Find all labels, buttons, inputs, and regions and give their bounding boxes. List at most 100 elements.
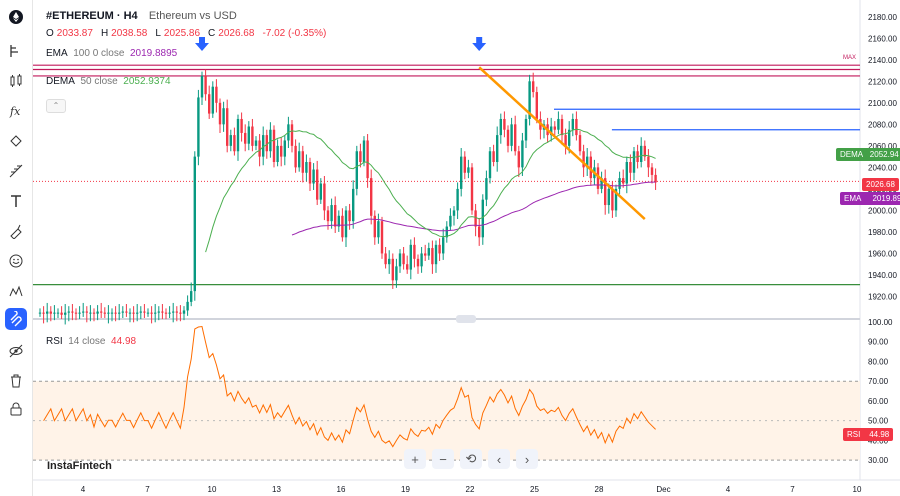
dema-badge-label: DEMA	[840, 150, 864, 159]
rsi-band	[33, 381, 860, 461]
rsi-tick-label: 30.00	[868, 456, 889, 465]
candle-body	[452, 210, 456, 216]
candle-body	[265, 135, 268, 152]
candle-body	[600, 178, 603, 189]
candle-body	[604, 178, 607, 206]
candle-body	[204, 75, 207, 95]
price-tick-label: 2180.00	[868, 13, 897, 22]
text-icon[interactable]	[5, 190, 27, 212]
candle-body	[164, 312, 168, 314]
forecast-icon[interactable]	[5, 280, 27, 302]
candle-body	[442, 237, 445, 254]
candle-body	[326, 210, 330, 222]
candle-body	[611, 188, 614, 211]
candle-body	[136, 312, 139, 314]
candle-body	[348, 210, 351, 222]
dema-price-badge: DEMA 2052.94	[836, 148, 900, 161]
candle-body	[118, 312, 121, 314]
candle-body	[406, 264, 409, 270]
time-tick-label: 13	[272, 485, 281, 494]
candle-body	[521, 140, 524, 168]
rsi-legend[interactable]: RSI 14 close 44.98	[46, 336, 136, 347]
candle-body	[560, 118, 564, 136]
candle-body	[564, 135, 567, 146]
candle-body	[269, 129, 272, 152]
ohlc-change: -7.02 (-0.35%)	[262, 28, 327, 39]
crosshair-icon[interactable]	[5, 40, 27, 62]
candle-body	[168, 312, 171, 314]
candle-body	[334, 205, 337, 227]
candle-body	[510, 124, 513, 146]
emoji-icon[interactable]	[5, 250, 27, 272]
hide-icon[interactable]	[5, 340, 27, 362]
brush-icon[interactable]	[5, 160, 27, 182]
price-tick-label: 1920.00	[868, 292, 897, 301]
pattern-icon[interactable]	[5, 130, 27, 152]
candle-body	[175, 311, 178, 313]
candle-body	[229, 135, 232, 146]
candle-body	[46, 311, 49, 314]
ohlc-key-l: L	[155, 28, 161, 39]
reset-chart-button[interactable]: ⟲	[460, 449, 482, 469]
svg-text:fx: fx	[9, 105, 21, 118]
orange-trendline	[478, 66, 646, 220]
time-tick-label: 19	[401, 485, 410, 494]
candle-body	[514, 124, 517, 152]
down-arrow-marker	[472, 37, 487, 52]
candle-body	[143, 311, 146, 313]
candle-body	[251, 126, 254, 146]
candle-body	[280, 145, 283, 157]
candle-body	[186, 301, 189, 311]
magnet-icon[interactable]	[5, 308, 27, 330]
time-tick-label: 10	[208, 485, 217, 494]
candle-body	[370, 178, 373, 216]
candle-body	[352, 188, 355, 222]
price-tick-label: 2160.00	[868, 34, 897, 43]
candle-body	[478, 226, 481, 238]
zoom-out-button[interactable]: −	[432, 449, 454, 469]
candle-body	[341, 215, 344, 238]
candle-body	[301, 151, 304, 173]
last-price-badge: 2026.68	[862, 178, 899, 191]
collapse-legend-button[interactable]: ⌃	[46, 99, 66, 113]
candle-body	[154, 312, 157, 314]
scroll-right-button[interactable]: ›	[516, 449, 538, 469]
lock-icon[interactable]	[5, 398, 27, 420]
dema-legend[interactable]: DEMA 50 close 2052.9374	[46, 76, 171, 87]
candle-body	[179, 312, 182, 314]
brand-watermark: InstaFintech	[47, 460, 112, 472]
time-tick-label: 10	[853, 485, 862, 494]
candle-body	[49, 311, 52, 314]
trend-line-icon[interactable]	[5, 70, 27, 92]
ema-legend[interactable]: EMA 100 0 close 2019.8895	[46, 48, 177, 59]
measure-icon[interactable]	[5, 220, 27, 242]
scroll-left-button[interactable]: ‹	[488, 449, 510, 469]
candle-body	[481, 199, 484, 238]
candle-body	[492, 151, 495, 162]
candle-body	[456, 188, 459, 211]
trash-icon[interactable]	[5, 370, 27, 392]
candle-body	[262, 135, 265, 157]
candle-body	[568, 129, 571, 146]
ohlc-value-o: 2033.87	[56, 28, 93, 39]
ohlc-value-l: 2025.86	[163, 28, 201, 39]
candle-body	[618, 178, 621, 189]
drawing-toolbar: fx	[0, 0, 33, 496]
candle-body	[60, 312, 63, 315]
candle-body	[226, 108, 229, 146]
candle-body	[460, 156, 463, 189]
fib-icon[interactable]: fx	[5, 100, 27, 122]
rsi-tick-label: 80.00	[868, 357, 889, 366]
candle-body	[100, 311, 103, 313]
ema-price-badge: EMA 2019.89	[840, 192, 900, 205]
ohlc-value-h: 2038.58	[111, 28, 148, 39]
ema-line	[291, 181, 656, 236]
candle-body	[182, 310, 186, 314]
zoom-in-button[interactable]: +	[404, 449, 426, 469]
candle-body	[305, 162, 308, 173]
dema-line	[205, 128, 656, 253]
candle-body	[74, 312, 78, 314]
candle-body	[388, 258, 391, 265]
time-tick-label: 16	[337, 485, 346, 494]
